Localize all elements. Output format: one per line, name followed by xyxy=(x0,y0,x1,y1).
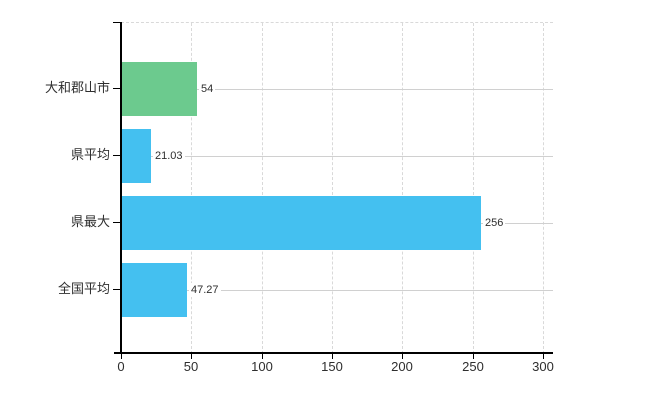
x-tick-label: 50 xyxy=(183,359,199,374)
x-gridline xyxy=(543,23,544,354)
y-category-label: 県最大 xyxy=(70,214,110,229)
x-gridline xyxy=(262,23,263,354)
y-tick-mark xyxy=(113,88,121,89)
x-tick-mark xyxy=(121,354,122,359)
bar-value-label: 54 xyxy=(199,82,216,96)
x-tick-label: 100 xyxy=(251,359,273,374)
x-tick-label: 300 xyxy=(532,359,554,374)
y-axis-line xyxy=(120,22,122,353)
category-gridline xyxy=(121,89,553,90)
x-gridline xyxy=(473,23,474,354)
x-tick-label: 200 xyxy=(391,359,413,374)
x-axis-line xyxy=(114,352,553,354)
x-gridline xyxy=(191,23,192,354)
bar xyxy=(121,196,481,250)
x-tick-mark xyxy=(543,354,544,359)
x-tick-mark xyxy=(473,354,474,359)
x-tick-label: 150 xyxy=(321,359,343,374)
y-category-label: 全国平均 xyxy=(57,281,110,296)
x-tick-mark xyxy=(332,354,333,359)
category-gridline xyxy=(121,290,553,291)
bar xyxy=(121,263,187,317)
bar-value-label: 47.27 xyxy=(189,283,221,297)
y-axis-top-tick xyxy=(113,22,121,23)
bar-value-label: 256 xyxy=(483,216,506,230)
plot-area: 54 21.03 256 47.27 xyxy=(121,22,553,354)
x-tick-mark xyxy=(191,354,192,359)
bar xyxy=(121,62,197,116)
x-tick-mark xyxy=(262,354,263,359)
x-gridline xyxy=(402,23,403,354)
y-tick-mark xyxy=(113,289,121,290)
x-gridline xyxy=(332,23,333,354)
bar-value-label: 21.03 xyxy=(153,149,185,163)
y-tick-mark xyxy=(113,222,121,223)
x-tick-mark xyxy=(402,354,403,359)
x-tick-label: 0 xyxy=(117,359,125,374)
y-tick-mark xyxy=(113,155,121,156)
x-tick-label: 250 xyxy=(462,359,484,374)
bar xyxy=(121,129,151,183)
y-category-label: 大和郡山市 xyxy=(44,80,110,95)
y-category-label: 県平均 xyxy=(70,147,110,162)
category-gridline xyxy=(121,156,553,157)
